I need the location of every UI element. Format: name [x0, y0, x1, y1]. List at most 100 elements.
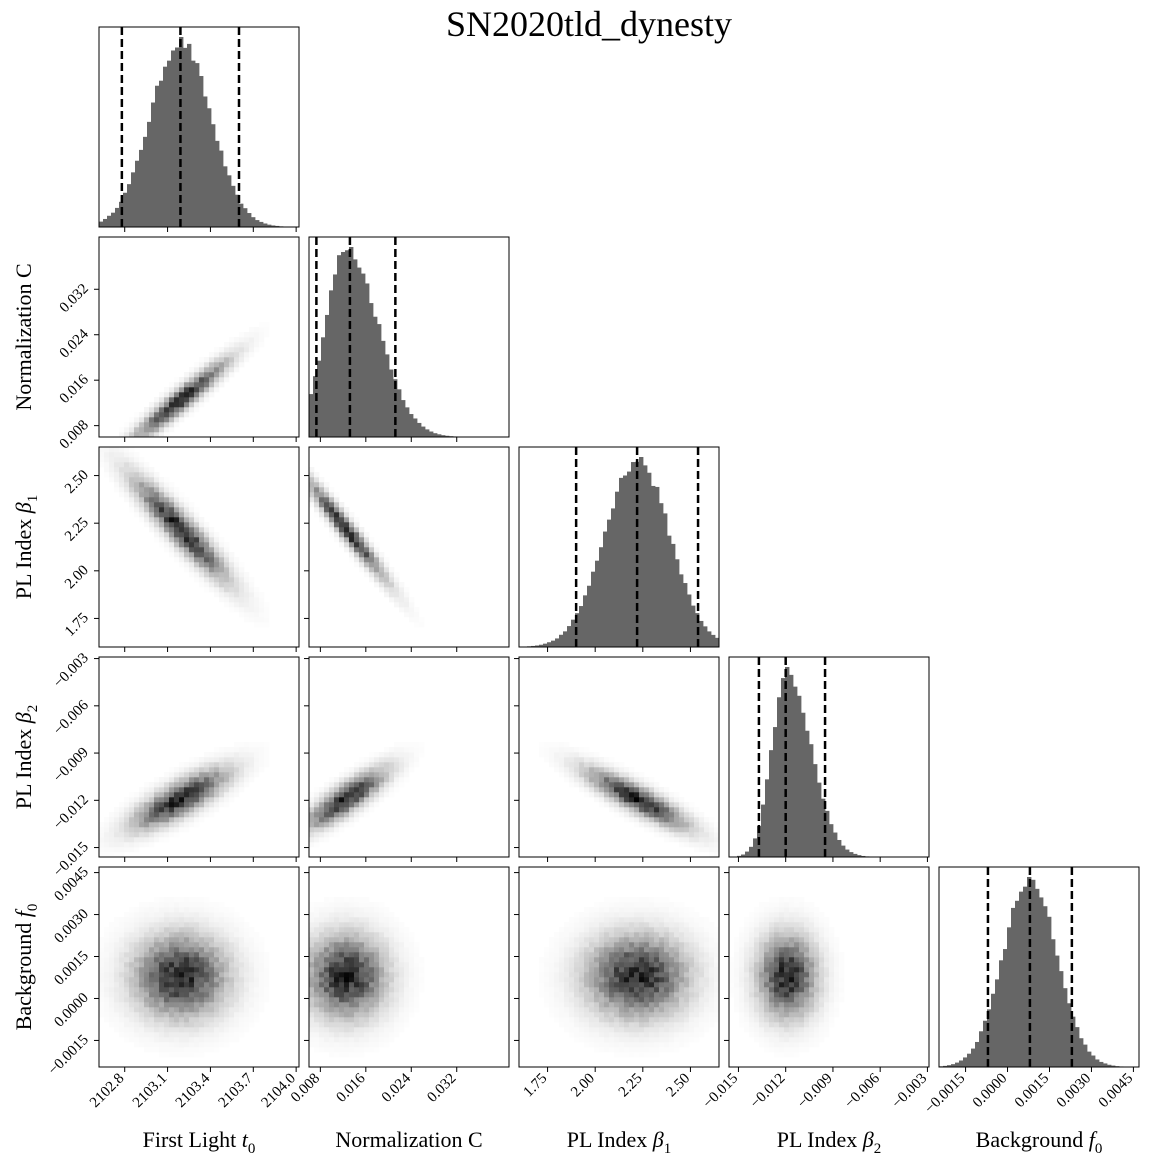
- density-cell-3-1: [364, 797, 370, 803]
- density-cell-4-1: [379, 932, 385, 938]
- density-cell-3-1: [354, 812, 360, 818]
- density-cell-4-1: [329, 907, 335, 913]
- density-cell-4-2: [654, 1012, 660, 1018]
- density-cell-2-0: [239, 607, 245, 613]
- density-cell-4-0: [174, 1047, 180, 1053]
- density-cell-3-2: [604, 782, 610, 788]
- density-cell-3-2: [629, 787, 635, 793]
- hist-bar-0-39: [255, 220, 260, 227]
- density-cell-4-3: [779, 987, 785, 993]
- density-cell-2-1: [379, 587, 385, 593]
- density-cell-4-2: [629, 947, 635, 953]
- density-cell-4-2: [669, 942, 675, 948]
- hist-bar-2-10: [559, 634, 564, 647]
- density-cell-4-0: [204, 1022, 210, 1028]
- density-cell-4-0: [104, 1012, 110, 1018]
- density-cell-4-0: [184, 942, 190, 948]
- density-cell-2-0: [169, 552, 175, 558]
- density-cell-3-1: [369, 762, 375, 768]
- density-cell-4-1: [314, 1032, 320, 1038]
- density-cell-3-2: [614, 792, 620, 798]
- density-cell-4-2: [654, 997, 660, 1003]
- density-cell-4-2: [584, 982, 590, 988]
- density-cell-3-1: [419, 742, 425, 748]
- density-cell-3-2: [689, 802, 695, 808]
- density-cell-4-1: [414, 987, 420, 993]
- density-cell-4-0: [219, 992, 225, 998]
- density-cell-4-0: [164, 932, 170, 938]
- density-cell-2-0: [244, 592, 250, 598]
- density-cell-3-2: [674, 817, 680, 823]
- density-cell-4-2: [614, 1037, 620, 1043]
- density-cell-3-1: [344, 782, 350, 788]
- density-cell-2-1: [394, 572, 400, 578]
- density-cell-3-2: [539, 747, 545, 753]
- density-cell-4-1: [309, 952, 315, 958]
- density-cell-4-0: [129, 1022, 135, 1028]
- density-cell-2-1: [369, 567, 375, 573]
- hist-bar-0-16: [163, 66, 168, 227]
- density-cell-4-0: [214, 927, 220, 933]
- density-cell-1-0: [184, 372, 190, 378]
- density-cell-4-0: [139, 1042, 145, 1048]
- density-cell-4-2: [649, 1047, 655, 1053]
- density-cell-4-0: [129, 1017, 135, 1023]
- density-cell-4-3: [779, 1017, 785, 1023]
- density-cell-3-0: [199, 797, 205, 803]
- density-cell-4-2: [564, 1022, 570, 1028]
- density-cell-3-2: [629, 802, 635, 808]
- density-cell-3-1: [384, 767, 390, 773]
- density-cell-3-1: [354, 782, 360, 788]
- density-cell-3-2: [664, 822, 670, 828]
- density-cell-4-2: [679, 1022, 685, 1028]
- density-cell-4-3: [809, 982, 815, 988]
- density-cell-1-0: [169, 422, 175, 428]
- density-cell-1-0: [199, 372, 205, 378]
- density-cell-4-2: [699, 1007, 705, 1013]
- density-cell-4-2: [589, 1002, 595, 1008]
- density-cell-4-0: [224, 957, 230, 963]
- density-cell-4-1: [329, 1027, 335, 1033]
- density-cell-4-1: [374, 927, 380, 933]
- density-cell-4-3: [749, 942, 755, 948]
- density-cell-3-0: [184, 797, 190, 803]
- hist-bar-0-9: [135, 160, 140, 227]
- density-cell-4-2: [609, 977, 615, 983]
- density-cell-4-2: [659, 1017, 665, 1023]
- density-cell-4-1: [354, 1012, 360, 1018]
- density-cell-1-0: [229, 347, 235, 353]
- density-cell-4-0: [239, 997, 245, 1003]
- density-cell-4-3: [779, 1037, 785, 1043]
- density-cell-4-3: [784, 1002, 790, 1008]
- density-cell-1-0: [184, 407, 190, 413]
- density-cell-4-2: [704, 997, 710, 1003]
- density-cell-3-1: [359, 777, 365, 783]
- density-cell-4-1: [369, 1037, 375, 1043]
- density-cell-4-2: [604, 1012, 610, 1018]
- density-cell-3-0: [239, 747, 245, 753]
- density-cell-3-2: [544, 757, 550, 763]
- density-cell-4-2: [709, 982, 715, 988]
- density-cell-4-3: [794, 1022, 800, 1028]
- density-cell-4-2: [694, 967, 700, 973]
- density-cell-3-0: [209, 777, 215, 783]
- density-cell-3-2: [599, 787, 605, 793]
- density-cell-1-0: [189, 377, 195, 383]
- density-cell-4-0: [114, 977, 120, 983]
- density-cell-4-2: [699, 927, 705, 933]
- density-cell-4-1: [399, 1022, 405, 1028]
- density-cell-3-0: [154, 822, 160, 828]
- density-cell-3-2: [579, 747, 585, 753]
- density-cell-4-2: [614, 972, 620, 978]
- hist-bar-0-29: [215, 140, 220, 227]
- density-cell-4-1: [344, 992, 350, 998]
- density-cell-3-2: [564, 757, 570, 763]
- density-cell-3-1: [314, 827, 320, 833]
- density-cell-2-0: [244, 587, 250, 593]
- density-cell-3-0: [119, 847, 125, 853]
- density-cell-2-1: [339, 522, 345, 528]
- density-cell-4-1: [349, 1007, 355, 1013]
- density-cell-3-2: [654, 802, 660, 808]
- density-cell-4-1: [309, 902, 315, 908]
- density-cell-4-2: [634, 967, 640, 973]
